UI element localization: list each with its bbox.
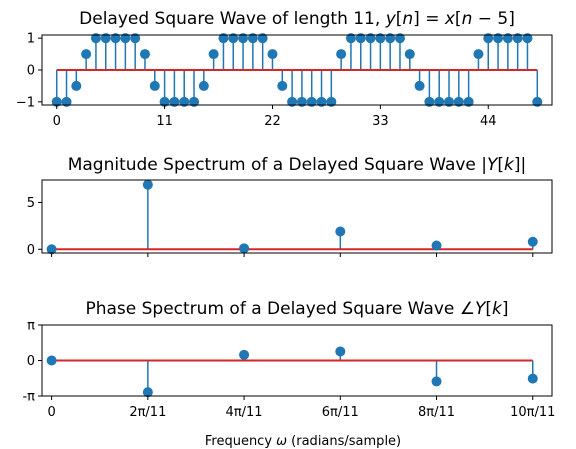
chart-3-xtick-label-2: 4π/11 xyxy=(226,405,263,420)
chart-1-point-37 xyxy=(414,80,425,91)
chart-3-point-5 xyxy=(527,373,538,384)
chart-1-point-24 xyxy=(287,96,298,107)
chart-1-ytick-label-2: 1 xyxy=(27,32,35,47)
chart-1-point-29 xyxy=(336,49,347,60)
chart-2-ytick-label-1: 5 xyxy=(27,196,35,211)
chart-1-plot-area: −1 0 1 0 11 22 33 44 xyxy=(16,32,553,129)
chart-1-point-47 xyxy=(512,33,523,44)
chart-3-point-0 xyxy=(46,355,57,366)
chart-1-point-17 xyxy=(218,33,229,44)
chart-1-xtick-label-3: 33 xyxy=(372,114,389,129)
chart-3-ytick-label-0: π xyxy=(27,319,35,334)
chart-1-point-10 xyxy=(149,80,160,91)
chart-1-point-39 xyxy=(434,96,445,107)
chart-1-point-8 xyxy=(130,33,141,44)
chart-2-ytick-label-0: 0 xyxy=(27,243,35,258)
chart-1-point-14 xyxy=(189,96,200,107)
chart-3-xtick-label-0: 0 xyxy=(47,405,55,420)
chart-3-point-1 xyxy=(142,387,153,398)
chart-3-point-2 xyxy=(239,349,250,360)
chart-1-point-25 xyxy=(296,96,307,107)
chart-1-xtick-label-4: 44 xyxy=(480,114,497,129)
chart-2-point-0 xyxy=(46,244,57,255)
chart-3-xtick-label-1: 2π/11 xyxy=(129,405,166,420)
chart-1-ytick-label-1: 0 xyxy=(27,64,35,79)
chart-2-frame xyxy=(41,179,553,254)
chart-1-xtick-label-1: 11 xyxy=(156,114,173,129)
chart-1-point-23 xyxy=(277,80,288,91)
chart-1-point-1 xyxy=(61,96,72,107)
chart-3-ytick-label-1: 0 xyxy=(27,354,35,369)
chart-1-point-48 xyxy=(522,33,533,44)
chart-1-point-28 xyxy=(326,96,337,107)
chart-1-point-3 xyxy=(81,49,92,60)
chart-1-point-40 xyxy=(444,96,455,107)
chart-2-title: Magnitude Spectrum of a Delayed Square W… xyxy=(68,155,527,175)
chart-1-point-20 xyxy=(247,33,258,44)
chart-1-point-35 xyxy=(394,33,405,44)
chart-1-point-2 xyxy=(71,80,82,91)
chart-1-point-5 xyxy=(100,33,111,44)
chart-1-xtick-label-2: 22 xyxy=(264,114,281,129)
chart-3-xtick-label-5: 10π/11 xyxy=(510,405,555,420)
chart-1-point-45 xyxy=(493,33,504,44)
chart-1-point-7 xyxy=(120,33,131,44)
chart-1-point-36 xyxy=(404,49,415,60)
chart-1-point-44 xyxy=(483,33,494,44)
chart-2-point-5 xyxy=(527,236,538,247)
chart-3-xlabel: Frequency ω (radians/sample) xyxy=(205,434,401,449)
chart-1-point-31 xyxy=(355,33,366,44)
chart-3-title: Phase Spectrum of a Delayed Square Wave … xyxy=(85,299,508,319)
chart-1-point-26 xyxy=(306,96,317,107)
chart-1-point-22 xyxy=(267,49,278,60)
chart-2-point-1 xyxy=(142,179,153,190)
chart-1-point-34 xyxy=(385,33,396,44)
chart-3-plot-area: π 0 -π 0 2π/11 4π/11 6π/11 8π/11 10π/11 xyxy=(22,319,555,421)
chart-1-title: Delayed Square Wave of length 11, y[n] =… xyxy=(79,9,515,29)
chart-3-point-3 xyxy=(335,346,346,357)
chart-1-point-21 xyxy=(257,33,268,44)
chart-1-point-32 xyxy=(365,33,376,44)
chart-3-xtick-label-4: 8π/11 xyxy=(418,405,455,420)
chart-1-point-33 xyxy=(375,33,386,44)
chart-1-point-19 xyxy=(238,33,249,44)
chart-1-point-46 xyxy=(502,33,513,44)
chart-1-point-16 xyxy=(208,49,219,60)
chart-1-ytick-label-0: −1 xyxy=(16,95,35,110)
chart-1-point-43 xyxy=(473,49,484,60)
chart-1-point-0 xyxy=(51,96,62,107)
chart-1-point-13 xyxy=(179,96,190,107)
chart-1-point-15 xyxy=(198,80,209,91)
chart-2-point-2 xyxy=(239,243,250,254)
chart-1-point-42 xyxy=(463,96,474,107)
chart-1-point-41 xyxy=(453,96,464,107)
chart-1-xtick-label-0: 0 xyxy=(53,114,61,129)
chart-1-point-18 xyxy=(228,33,239,44)
chart-1-point-12 xyxy=(169,96,180,107)
chart-2-point-4 xyxy=(431,240,442,251)
chart-1-point-49 xyxy=(532,96,543,107)
chart-1-point-38 xyxy=(424,96,435,107)
chart-1-point-9 xyxy=(139,49,150,60)
chart-1-point-4 xyxy=(90,33,101,44)
chart-1-point-30 xyxy=(345,33,356,44)
chart-3-xtick-label-3: 6π/11 xyxy=(322,405,359,420)
chart-1-point-11 xyxy=(159,96,170,107)
chart-2-point-3 xyxy=(335,226,346,237)
chart-1-point-6 xyxy=(110,33,121,44)
chart-3-point-4 xyxy=(431,376,442,387)
chart-3-ytick-label-2: -π xyxy=(22,390,35,405)
chart-1-point-27 xyxy=(316,96,327,107)
chart-2-plot-area: 05 xyxy=(27,179,553,258)
